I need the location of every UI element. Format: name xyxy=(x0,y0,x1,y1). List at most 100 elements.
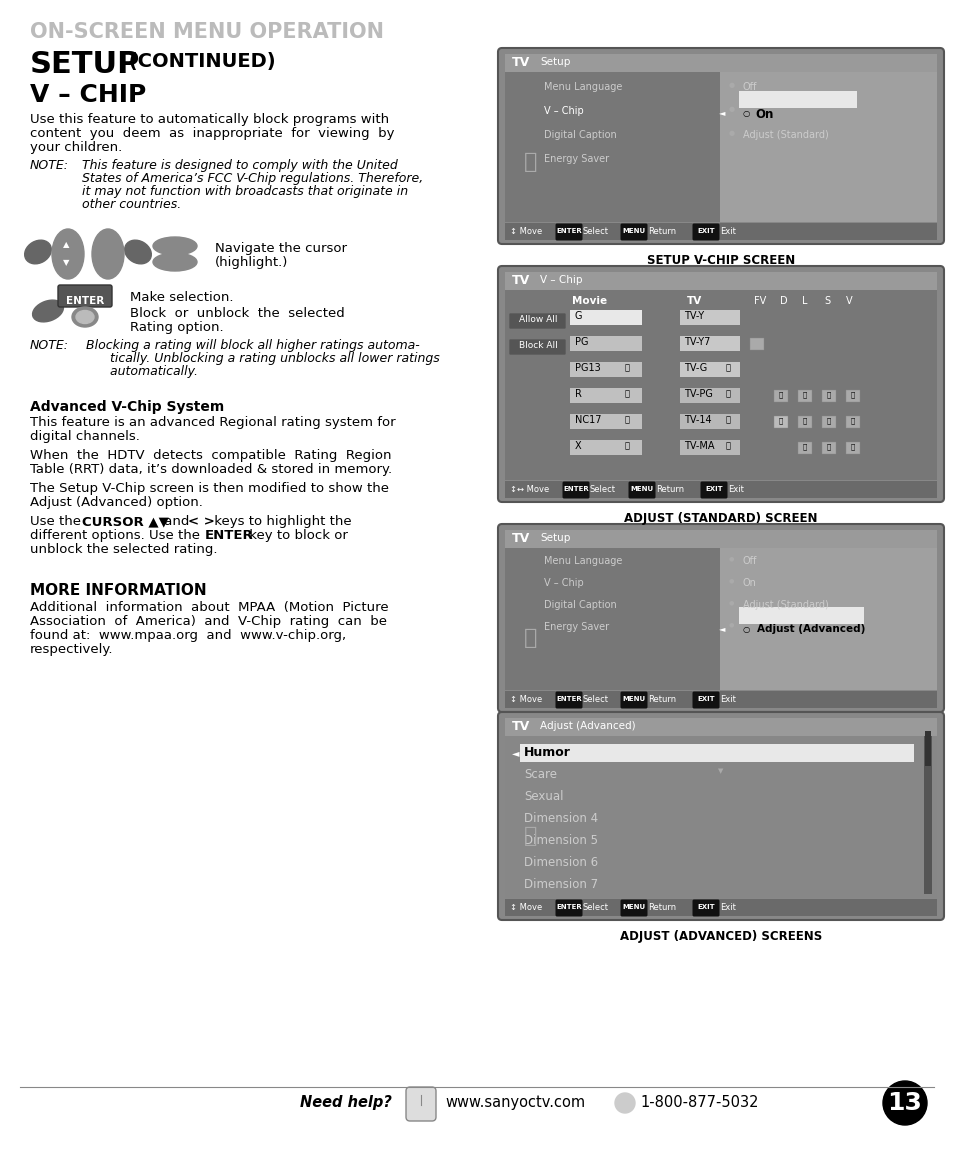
Text: ▼: ▼ xyxy=(718,768,723,774)
FancyBboxPatch shape xyxy=(509,313,565,329)
Text: TV: TV xyxy=(512,56,530,68)
Text: Exit: Exit xyxy=(727,484,743,494)
Text: TV: TV xyxy=(512,720,530,732)
Bar xyxy=(845,416,859,428)
Text: Adjust (Advanced): Adjust (Advanced) xyxy=(757,624,864,634)
FancyBboxPatch shape xyxy=(700,481,727,498)
Text: Navigate the cursor: Navigate the cursor xyxy=(214,242,347,255)
Ellipse shape xyxy=(152,253,196,271)
Text: key to block or: key to block or xyxy=(245,529,348,542)
Ellipse shape xyxy=(91,229,124,279)
Text: 🔒: 🔒 xyxy=(802,444,806,451)
Text: Adjust (Standard): Adjust (Standard) xyxy=(742,130,828,140)
Text: ◄: ◄ xyxy=(512,748,519,758)
Text: Return: Return xyxy=(647,694,676,704)
Text: www.sanyoctv.com: www.sanyoctv.com xyxy=(444,1095,584,1110)
Text: CURSOR ▲▼: CURSOR ▲▼ xyxy=(82,515,169,529)
Bar xyxy=(519,744,913,761)
Text: D: D xyxy=(780,296,787,306)
Text: 🔒: 🔒 xyxy=(725,389,730,399)
Text: respectively.: respectively. xyxy=(30,643,113,656)
Text: Energy Saver: Energy Saver xyxy=(543,154,608,165)
Text: TV-Y: TV-Y xyxy=(683,311,703,321)
Text: Off: Off xyxy=(742,82,757,92)
Text: Sexual: Sexual xyxy=(523,790,563,803)
FancyBboxPatch shape xyxy=(497,524,943,712)
Text: ⏰: ⏰ xyxy=(523,152,537,172)
FancyBboxPatch shape xyxy=(692,899,719,917)
Text: Digital Caption: Digital Caption xyxy=(543,600,616,610)
Text: Association  of  America)  and  V-Chip  rating  can  be: Association of America) and V-Chip ratin… xyxy=(30,615,387,628)
Text: TV-MA: TV-MA xyxy=(683,442,714,451)
Text: R: R xyxy=(575,389,581,399)
Text: ON-SCREEN MENU OPERATION: ON-SCREEN MENU OPERATION xyxy=(30,22,384,42)
Bar xyxy=(797,442,811,454)
Text: This feature is an advanced Regional rating system for: This feature is an advanced Regional rat… xyxy=(30,416,395,429)
Bar xyxy=(845,442,859,454)
Text: Adjust (Advanced): Adjust (Advanced) xyxy=(539,721,635,731)
Text: 🔒: 🔒 xyxy=(826,417,830,424)
Text: ↕↔ Move: ↕↔ Move xyxy=(510,484,549,494)
Bar xyxy=(821,416,835,428)
Text: TV-14: TV-14 xyxy=(683,415,711,425)
Text: ↕ Move: ↕ Move xyxy=(510,903,541,911)
Text: G: G xyxy=(575,311,582,321)
Text: EXIT: EXIT xyxy=(697,228,714,234)
Text: MENU: MENU xyxy=(630,486,653,493)
Text: ADJUST (ADVANCED) SCREENS: ADJUST (ADVANCED) SCREENS xyxy=(619,930,821,943)
Text: ENTER: ENTER xyxy=(556,228,581,234)
FancyBboxPatch shape xyxy=(555,692,582,708)
Text: S: S xyxy=(823,296,829,306)
Bar xyxy=(679,388,740,403)
Bar xyxy=(504,290,936,480)
Text: EXIT: EXIT xyxy=(697,904,714,910)
Text: ●: ● xyxy=(728,600,734,605)
Bar xyxy=(679,414,740,429)
Text: digital channels.: digital channels. xyxy=(30,430,140,443)
Text: States of America’s FCC V-Chip regulations. Therefore,: States of America’s FCC V-Chip regulatio… xyxy=(82,172,423,185)
Text: and: and xyxy=(160,515,193,529)
Text: Table (RRT) data, it’s downloaded & stored in memory.: Table (RRT) data, it’s downloaded & stor… xyxy=(30,462,392,476)
FancyBboxPatch shape xyxy=(619,692,647,708)
Text: Dimension 5: Dimension 5 xyxy=(523,834,598,847)
Text: V – Chip: V – Chip xyxy=(543,578,583,588)
Text: Energy Saver: Energy Saver xyxy=(543,622,608,632)
Text: MENU: MENU xyxy=(621,697,645,702)
Bar xyxy=(569,414,641,429)
Text: Select: Select xyxy=(582,694,608,704)
Text: ENTER: ENTER xyxy=(556,904,581,910)
Text: PG: PG xyxy=(575,337,588,347)
Text: ●: ● xyxy=(728,105,735,112)
Text: 🔒: 🔒 xyxy=(850,417,854,424)
Text: EXIT: EXIT xyxy=(704,486,722,493)
Text: TV: TV xyxy=(686,296,701,306)
Text: 🔒: 🔒 xyxy=(802,417,806,424)
Bar xyxy=(569,440,641,455)
Text: Adjust (Advanced) option.: Adjust (Advanced) option. xyxy=(30,496,203,509)
Text: ↕ Move: ↕ Move xyxy=(510,694,541,704)
FancyBboxPatch shape xyxy=(692,692,719,708)
Bar xyxy=(679,336,740,351)
Text: When  the  HDTV  detects  compatible  Rating  Region: When the HDTV detects compatible Rating … xyxy=(30,449,391,462)
Text: Digital Caption: Digital Caption xyxy=(543,130,616,140)
FancyBboxPatch shape xyxy=(555,224,582,241)
Text: Adjust (Standard): Adjust (Standard) xyxy=(742,600,828,610)
Text: ●: ● xyxy=(728,578,734,583)
Text: TV-Y7: TV-Y7 xyxy=(683,337,710,347)
Bar xyxy=(504,717,936,736)
Text: MORE INFORMATION: MORE INFORMATION xyxy=(30,583,207,598)
Text: NC17: NC17 xyxy=(575,415,601,425)
Text: MENU: MENU xyxy=(621,904,645,910)
Bar xyxy=(739,92,856,108)
Bar xyxy=(924,731,930,766)
Text: ↕ Move: ↕ Move xyxy=(510,226,541,235)
Bar xyxy=(679,309,740,325)
Text: SETUP V-CHIP SCREEN: SETUP V-CHIP SCREEN xyxy=(646,254,794,267)
Bar xyxy=(569,336,641,351)
Text: Setup: Setup xyxy=(539,533,570,544)
Text: V: V xyxy=(845,296,852,306)
FancyBboxPatch shape xyxy=(619,899,647,917)
Text: Return: Return xyxy=(647,903,676,911)
Bar xyxy=(504,481,936,498)
Text: Select: Select xyxy=(589,484,616,494)
